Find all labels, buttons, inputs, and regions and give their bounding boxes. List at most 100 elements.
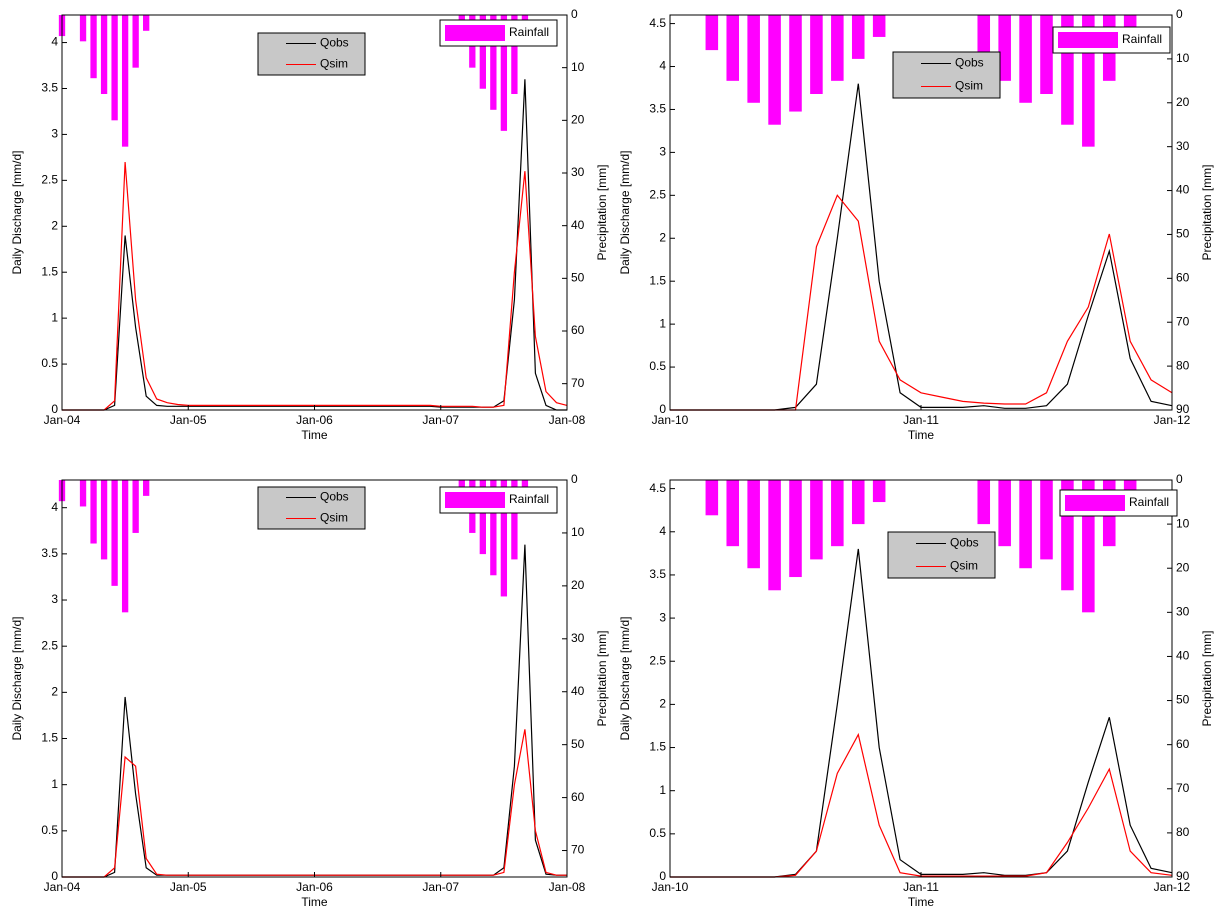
legend-box <box>257 32 366 76</box>
y-tick-label: 2.5 <box>649 653 666 667</box>
y2-tick-label: 30 <box>571 165 585 179</box>
rain-bar <box>111 15 118 121</box>
rain-bar <box>490 480 497 576</box>
legend-box <box>887 531 996 579</box>
rain-bar <box>500 480 508 597</box>
y2-tick-label: 70 <box>571 376 585 390</box>
y2-tick-label: 50 <box>1176 693 1190 707</box>
legend-label: Qobs <box>950 536 979 550</box>
y2-tick-label: 80 <box>1176 825 1190 839</box>
y-tick-label: 4.5 <box>649 16 666 30</box>
y2-tick-label: 80 <box>1176 358 1190 372</box>
x-axis-label: Time <box>908 428 935 442</box>
x-tick-label: Jan-05 <box>170 880 207 894</box>
rain-bar <box>1019 480 1032 569</box>
x-tick-label: Jan-04 <box>44 413 81 427</box>
legend-label: Qsim <box>955 79 983 93</box>
y-tick-label: 0.5 <box>649 359 666 373</box>
x-tick-label: Jan-12 <box>1154 413 1191 427</box>
y2-tick-label: 40 <box>571 218 585 232</box>
panel: 00.511.522.533.544.50102030405060708090J… <box>618 472 1214 909</box>
rain-bar <box>90 15 97 79</box>
rain-bar <box>500 15 508 131</box>
legend-box <box>892 51 1001 99</box>
rain-bar <box>831 15 844 81</box>
rain-bar <box>998 480 1011 547</box>
legend-label: Qobs <box>955 56 984 70</box>
rain-bar <box>479 480 486 555</box>
rain-bar <box>789 480 802 578</box>
y-tick-label: 4 <box>51 35 58 49</box>
y2-tick-label: 20 <box>1176 95 1190 109</box>
y-tick-label: 1.5 <box>649 740 666 754</box>
rain-bar <box>132 480 139 533</box>
panel: 00.511.522.533.544.50102030405060708090J… <box>618 7 1214 442</box>
x-tick-label: Jan-12 <box>1154 880 1191 894</box>
legend-label: Rainfall <box>509 25 549 39</box>
y2-tick-label: 40 <box>1176 649 1190 663</box>
y2-tick-label: 0 <box>1176 7 1183 21</box>
legend-label: Qobs <box>320 36 349 50</box>
legend-label: Qsim <box>950 559 978 573</box>
legend-swatch <box>445 25 505 41</box>
y2-tick-label: 60 <box>571 323 585 337</box>
y-tick-label: 0 <box>659 402 666 416</box>
x-tick-label: Jan-08 <box>549 413 586 427</box>
y2-tick-label: 0 <box>571 7 578 21</box>
y2-tick-label: 0 <box>571 472 578 486</box>
rain-bar <box>511 15 518 94</box>
rain-bar <box>143 15 150 31</box>
rain-bar <box>132 15 139 68</box>
y-tick-label: 2.5 <box>41 173 58 187</box>
y-tick-label: 2 <box>51 685 58 699</box>
rain-bar <box>747 15 760 103</box>
y2-tick-label: 10 <box>1176 51 1190 65</box>
rain-bar <box>768 15 781 125</box>
legend-label: Qsim <box>320 57 348 71</box>
y2-tick-label: 60 <box>1176 271 1190 285</box>
y-tick-label: 3.5 <box>649 102 666 116</box>
rain-bar <box>479 15 486 89</box>
y-tick-label: 3 <box>659 610 666 624</box>
y2-tick-label: 70 <box>571 843 585 857</box>
y-tick-label: 0 <box>51 402 58 416</box>
y2-tick-label: 40 <box>571 684 585 698</box>
y-tick-label: 4 <box>659 524 666 538</box>
y-tick-label: 1.5 <box>41 731 58 745</box>
x-tick-label: Jan-08 <box>549 880 586 894</box>
rain-bar <box>100 15 108 94</box>
y-tick-label: 0.5 <box>41 823 58 837</box>
rain-bar <box>851 480 865 525</box>
y2-tick-label: 60 <box>571 790 585 804</box>
y-tick-label: 3.5 <box>649 567 666 581</box>
y2-axis-label: Precipitation [mm] <box>1200 630 1214 726</box>
rain-bar <box>143 480 150 496</box>
x-tick-label: Jan-07 <box>422 413 459 427</box>
legend-label: Qobs <box>320 490 349 504</box>
rain-bar <box>511 480 518 560</box>
rain-bar <box>705 480 719 516</box>
y-tick-label: 1.5 <box>41 264 58 278</box>
y-axis-label: Daily Discharge [mm/d] <box>10 616 24 740</box>
y2-tick-label: 50 <box>571 737 585 751</box>
rain-bar <box>977 480 991 525</box>
y-tick-label: 2.5 <box>41 638 58 652</box>
y2-axis-label: Precipitation [mm] <box>595 630 609 726</box>
y-axis-label: Daily Discharge [mm/d] <box>618 150 632 274</box>
rain-bar <box>726 15 740 81</box>
x-tick-label: Jan-04 <box>44 880 81 894</box>
rain-bar <box>79 15 87 42</box>
rain-bar <box>851 15 865 59</box>
rain-bar <box>121 480 129 613</box>
x-tick-label: Jan-11 <box>903 413 939 427</box>
y-tick-label: 1 <box>659 783 666 797</box>
y2-tick-label: 30 <box>571 631 585 645</box>
rain-bar <box>1040 15 1053 94</box>
y-tick-label: 1 <box>51 777 58 791</box>
x-tick-label: Jan-05 <box>170 413 207 427</box>
legend-box <box>257 486 366 530</box>
y-axis-label: Daily Discharge [mm/d] <box>618 616 632 740</box>
x-tick-label: Jan-10 <box>652 413 689 427</box>
y2-tick-label: 90 <box>1176 402 1190 416</box>
